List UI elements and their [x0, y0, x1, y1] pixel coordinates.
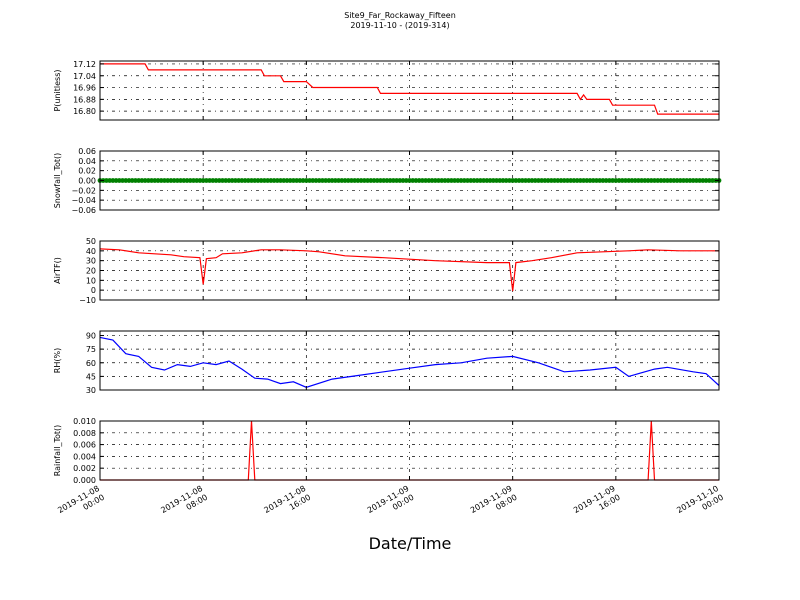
y-tick-label: 16.96 [73, 84, 96, 93]
y-tick-label: 0.008 [73, 429, 96, 438]
x-tick-label: 2019-11-0816:00 [263, 484, 313, 524]
x-tick-label: 2019-11-0916:00 [572, 484, 622, 524]
y-tick-label: 45 [86, 372, 96, 381]
series-line [99, 248, 719, 292]
y-tick-label: 0.000 [73, 476, 96, 485]
y-axis-label: P(unitless) [53, 69, 62, 111]
chart-panel-1: 17.12 17.04 16.96 16.88 16.80 P(unitless) [53, 60, 720, 121]
y-tick-label: −0.06 [71, 206, 96, 215]
y-tick-label: −0.02 [71, 186, 96, 195]
y-tick-label: 0.04 [78, 157, 96, 166]
y-tick-label: 50 [86, 237, 96, 246]
y-tick-label: 17.12 [73, 60, 96, 69]
y-tick-label: 0.010 [73, 417, 96, 426]
y-axis-label: Snowfall_Tot() [53, 153, 62, 209]
y-tick-label: 60 [86, 359, 96, 368]
y-axis-label: AirTF() [53, 257, 62, 284]
y-tick-label: 30 [86, 386, 96, 395]
y-axis-label: RH(%) [53, 348, 62, 373]
y-tick-label: 0.00 [78, 177, 96, 186]
y-tick-label: 30 [86, 257, 96, 266]
chart-panel-4: 90 75 60 45 30 RH(%) [53, 330, 720, 395]
y-tick-label: 0.06 [78, 147, 96, 156]
y-tick-label: 0.004 [73, 452, 96, 461]
chart-subtitle: 2019-11-10 - (2019-314) [350, 21, 450, 30]
y-tick-label: 17.04 [73, 72, 96, 81]
chart-title: Site9_Far_Rockaway_Fifteen [344, 11, 456, 20]
y-tick-label: 90 [86, 332, 96, 341]
chart-panel-5: 0.010 0.008 0.006 0.004 0.002 0.000 Rainfall_T… [53, 417, 720, 485]
y-tick-label: 0.006 [73, 441, 96, 450]
series-line [100, 63, 719, 115]
y-tick-label: 10 [86, 276, 96, 285]
x-axis-label: Date/Time [368, 534, 452, 553]
y-tick-label: 0.02 [78, 167, 96, 176]
y-tick-label: 16.80 [73, 107, 96, 116]
y-tick-label: 20 [86, 267, 96, 276]
series-line [99, 336, 720, 388]
y-tick-label: 16.88 [73, 95, 96, 104]
x-tick-label: 2019-11-1000:00 [675, 484, 725, 524]
x-tick-label: 2019-11-0800:00 [56, 484, 106, 524]
x-tick-label: 2019-11-0900:00 [366, 484, 416, 524]
x-tick-label: 2019-11-0908:00 [469, 484, 519, 524]
y-tick-label: 75 [86, 345, 96, 354]
y-tick-label: −10 [79, 296, 96, 305]
y-tick-label: 0.002 [73, 464, 96, 473]
y-tick-label: 0 [91, 286, 96, 295]
chart-panel-2: 0.060.040.020.00−0.02−0.04−0.06 Snowfall_… [53, 147, 722, 215]
x-tick-label: 2019-11-0808:00 [159, 484, 209, 524]
y-axis-label: Rainfall_Tot() [53, 425, 62, 477]
y-tick-label: 40 [86, 247, 96, 256]
y-tick-label: −0.04 [71, 196, 96, 205]
